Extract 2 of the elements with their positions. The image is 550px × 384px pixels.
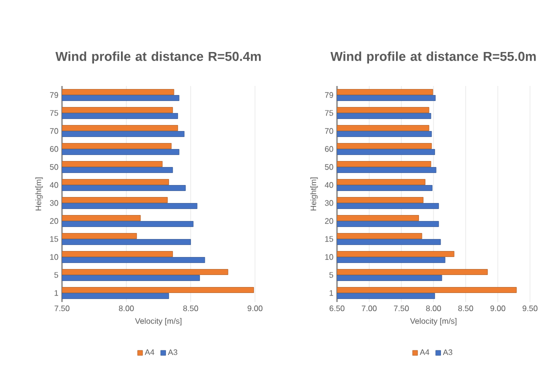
chart-title: Wind profile at distance R=55.0m	[330, 51, 536, 64]
chart-title: Wind profile at distance R=50.4m	[55, 51, 261, 64]
